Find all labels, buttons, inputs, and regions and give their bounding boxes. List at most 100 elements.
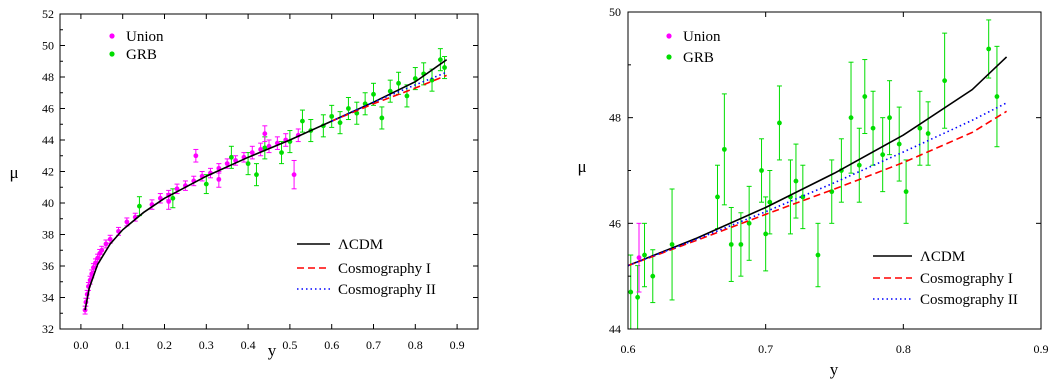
legend-lines: ΛCDM Cosmography I Cosmography II <box>873 249 1018 308</box>
x-tick-label: 0.8 <box>896 342 911 356</box>
data-point <box>767 199 773 205</box>
legend-label: GRB <box>126 47 157 63</box>
y-tick-label: 44 <box>42 133 54 147</box>
data-point <box>193 153 199 159</box>
legend-marker <box>666 54 672 60</box>
data-point <box>917 125 923 131</box>
y-tick-label: 42 <box>42 165 54 179</box>
data-point <box>887 115 892 121</box>
data-point <box>862 94 868 99</box>
curve-cosmography-ii <box>331 71 447 122</box>
y-tick-label: 52 <box>42 7 54 21</box>
x-tick-label: 0.6 <box>621 342 636 356</box>
data-point <box>815 252 821 258</box>
y-tick-label: 48 <box>609 111 621 125</box>
data-point <box>124 219 130 225</box>
data-point <box>721 146 727 152</box>
series-union <box>82 125 301 315</box>
y-tick-label: 46 <box>609 216 621 230</box>
x-tick-label: 0.4 <box>241 338 256 352</box>
legend-label: GRB <box>683 50 714 66</box>
curve-cosmography-i <box>628 110 1007 267</box>
data-point <box>635 294 641 300</box>
series-grb <box>136 48 448 217</box>
x-tick-label: 0.3 <box>199 338 214 352</box>
data-point <box>329 113 335 119</box>
x-tick-label: 0.9 <box>1034 342 1049 356</box>
data-point <box>848 115 854 121</box>
data-point <box>258 147 264 152</box>
data-point <box>166 199 172 204</box>
data-point <box>650 273 656 279</box>
data-point <box>442 65 447 70</box>
data-point <box>387 88 393 94</box>
y-tick-label: 44 <box>609 322 621 336</box>
data-point <box>994 94 1000 99</box>
data-point <box>404 93 410 99</box>
series-grb <box>628 19 1000 329</box>
data-point <box>170 195 176 201</box>
legend-marker <box>109 33 115 39</box>
x-axis-label: y <box>830 360 839 379</box>
legend-marker <box>666 33 672 39</box>
legend-points: Union GRB <box>666 29 721 66</box>
data-point <box>829 189 835 195</box>
data-point <box>856 162 862 168</box>
data-point <box>89 271 95 277</box>
x-tick-label: 0.2 <box>157 338 172 352</box>
y-axis-label: μ <box>577 157 586 176</box>
x-tick-label: 0.6 <box>324 338 339 352</box>
y-tick-label: 40 <box>42 196 54 210</box>
data-point <box>429 77 435 83</box>
data-point <box>337 120 343 126</box>
data-point <box>228 154 234 160</box>
data-point <box>103 241 109 247</box>
data-point <box>925 131 931 136</box>
curve-cosmography-i <box>331 74 447 122</box>
legend-label: Union <box>126 29 164 45</box>
x-tick-label: 0.1 <box>115 338 130 352</box>
legend-label: ΛCDM <box>920 249 965 265</box>
y-tick-label: 50 <box>609 5 621 19</box>
data-point <box>412 76 418 81</box>
data-point <box>174 186 180 192</box>
plot-area <box>82 48 448 315</box>
legend-label: Union <box>683 29 721 45</box>
plot-frame <box>59 13 479 330</box>
x-tick-label: 0.5 <box>282 338 297 352</box>
data-point <box>903 189 909 195</box>
y-tick-label: 46 <box>42 102 54 116</box>
data-point <box>262 131 268 137</box>
curve-cosmography-ii <box>628 102 1007 267</box>
plot-frame <box>627 11 1042 330</box>
data-point <box>99 247 105 253</box>
data-point <box>793 178 799 184</box>
data-point <box>777 120 782 126</box>
data-point <box>249 150 255 156</box>
data-point <box>300 118 305 124</box>
chart-panel-2: 0.6 0.7 0.8 0.9 44 46 48 50 y μ Union GRB ΛCDM Cosmog… <box>577 5 1048 379</box>
data-point <box>224 161 230 167</box>
plot-area <box>628 19 1008 329</box>
data-point <box>216 176 222 182</box>
data-point <box>942 78 948 84</box>
data-point <box>728 242 734 247</box>
data-point <box>396 80 401 86</box>
data-point <box>636 255 642 261</box>
legend-label: Cosmography I <box>338 261 431 277</box>
data-point <box>279 150 284 156</box>
data-point <box>137 203 142 209</box>
legend-points: Union GRB <box>109 29 164 63</box>
data-point <box>371 91 376 97</box>
y-axis-label: μ <box>9 163 18 182</box>
data-point <box>254 172 259 178</box>
x-axis-label: y <box>268 341 277 360</box>
legend-label: Cosmography II <box>920 292 1018 308</box>
curve--cdm <box>628 56 1008 267</box>
data-point <box>715 194 720 200</box>
data-point <box>291 172 297 178</box>
y-tick-label: 36 <box>42 259 54 273</box>
x-tick-label: 0.0 <box>73 338 88 352</box>
data-point <box>896 141 902 147</box>
